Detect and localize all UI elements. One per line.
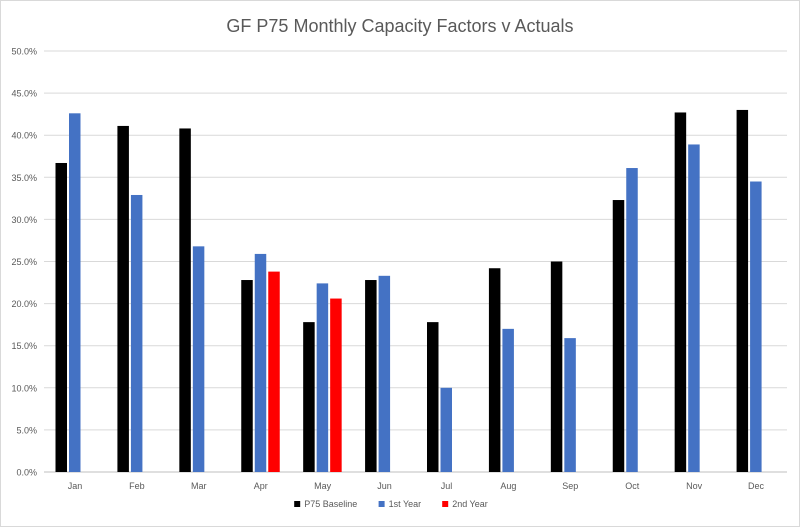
bar-2nd-year-apr [268, 271, 280, 472]
bar-p75-baseline-apr [241, 280, 253, 472]
x-tick-label: Nov [686, 481, 703, 491]
y-axis-tick-labels: 0.0% 5.0% 10.0% 15.0% 20.0% 25.0% 30.0% 35.0% 40… [11, 47, 37, 478]
legend-swatch-2nd-year [442, 501, 449, 507]
bar-1st-year-nov [688, 144, 700, 472]
bar-1st-year-jun [378, 275, 391, 472]
bar-p75-baseline-jun [365, 280, 377, 472]
gridlines [44, 50, 787, 473]
x-axis-tick-labels: Jan Feb Mar Apr May Jun Jul Aug Sep Oct Nov Dec [68, 481, 765, 491]
bar-p75-baseline-jan [55, 162, 67, 472]
bar-1st-year-jul [440, 387, 452, 472]
bar-p75-baseline-nov [674, 112, 687, 472]
x-tick-label: Dec [748, 481, 765, 491]
bar-p75-baseline-may [303, 322, 315, 472]
y-tick-label: 15.0% [11, 341, 37, 351]
y-tick-label: 50.0% [11, 47, 37, 57]
bar-1st-year-may [316, 283, 329, 472]
bar-1st-year-jan [69, 113, 81, 473]
legend-swatch-p75-baseline [294, 501, 301, 507]
y-tick-label: 0.0% [16, 468, 37, 478]
bar-1st-year-sep [564, 338, 576, 472]
y-tick-label: 45.0% [11, 89, 37, 99]
bar-1st-year-dec [750, 181, 762, 472]
y-tick-label: 40.0% [11, 131, 37, 141]
bars [55, 109, 762, 473]
x-tick-label: Oct [625, 481, 640, 491]
bar-p75-baseline-aug [488, 268, 501, 472]
y-tick-label: 5.0% [16, 425, 37, 435]
y-tick-label: 30.0% [11, 215, 37, 225]
bar-p75-baseline-oct [612, 200, 625, 472]
x-tick-label: Jan [68, 481, 83, 491]
bar-p75-baseline-dec [736, 109, 749, 472]
x-tick-label: Feb [129, 481, 145, 491]
legend-label-p75-baseline: P75 Baseline [304, 499, 357, 509]
bar-p75-baseline-sep [550, 261, 563, 472]
legend-label-1st-year: 1st Year [389, 499, 422, 509]
x-tick-label: Mar [191, 481, 207, 491]
y-tick-label: 25.0% [11, 257, 37, 267]
bar-p75-baseline-mar [179, 128, 191, 472]
bar-1st-year-aug [502, 328, 514, 472]
legend-label-2nd-year: 2nd Year [452, 499, 488, 509]
bar-p75-baseline-jul [427, 322, 439, 472]
bar-1st-year-oct [626, 168, 638, 472]
x-tick-label: Jun [377, 481, 392, 491]
x-tick-label: Jul [441, 481, 453, 491]
x-tick-label: Apr [254, 481, 268, 491]
bar-2nd-year-may [330, 298, 342, 472]
y-tick-label: 10.0% [11, 383, 37, 393]
x-tick-label: Aug [500, 481, 516, 491]
bar-1st-year-apr [254, 253, 267, 472]
y-tick-label: 20.0% [11, 299, 37, 309]
bar-1st-year-mar [192, 246, 205, 472]
chart-title: GF P75 Monthly Capacity Factors v Actual… [226, 16, 573, 36]
x-tick-label: May [314, 481, 332, 491]
bar-p75-baseline-feb [117, 125, 129, 473]
y-tick-label: 35.0% [11, 173, 37, 183]
legend: P75 Baseline 1st Year 2nd Year [294, 499, 488, 509]
legend-swatch-1st-year [378, 501, 385, 507]
x-tick-label: Sep [562, 481, 578, 491]
bar-1st-year-feb [130, 194, 143, 472]
